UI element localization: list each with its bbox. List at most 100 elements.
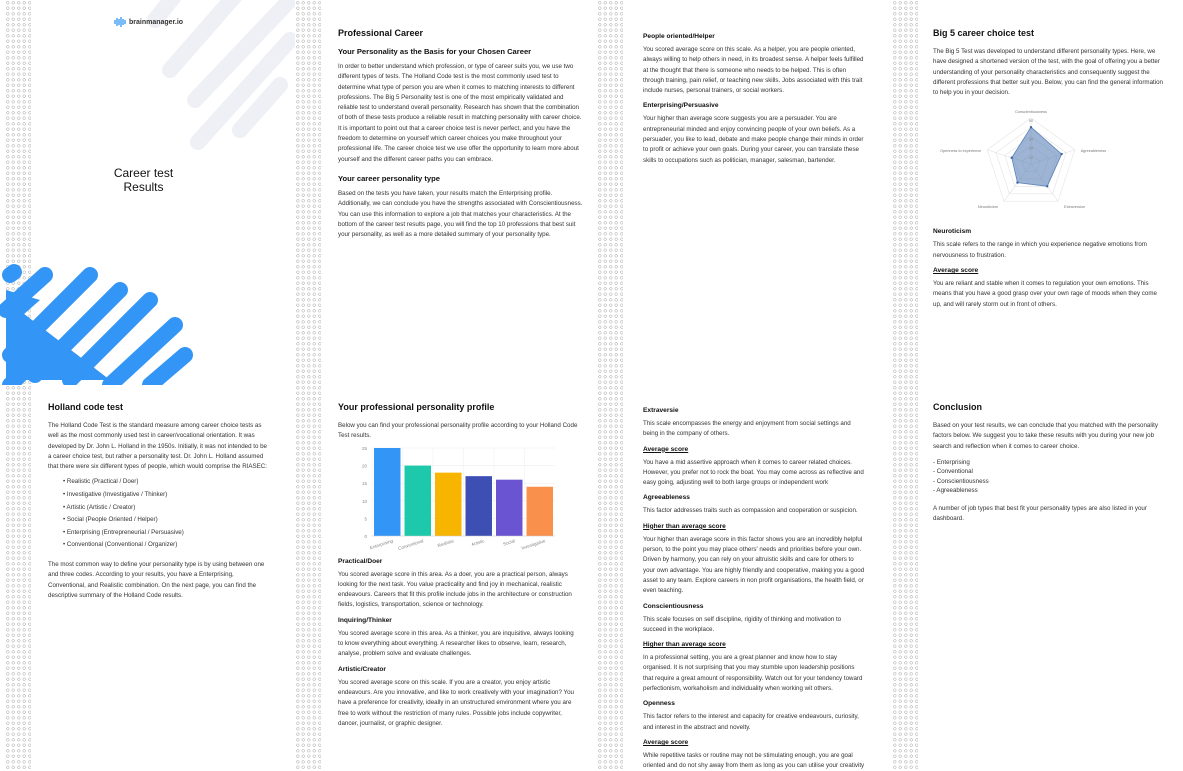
brain-logo-icon bbox=[114, 17, 126, 27]
y-tick-label: 5 bbox=[364, 516, 367, 521]
y-tick-label: 20 bbox=[362, 463, 368, 468]
x-tick-label: Investigative bbox=[521, 538, 547, 551]
score-heading: Average score bbox=[933, 267, 979, 275]
section-heading: Your career personality type bbox=[338, 173, 440, 183]
radar-point bbox=[1010, 157, 1013, 160]
bar-artistic bbox=[465, 475, 492, 536]
profile-page: Your professional personality profile Be… bbox=[295, 385, 592, 771]
paragraph: This factor addresses traits such as com… bbox=[643, 507, 858, 515]
score-heading: Higher than average score bbox=[643, 522, 726, 530]
paragraph: You scored average score on this scale. … bbox=[338, 678, 574, 727]
list-item: - Agreeableness bbox=[933, 487, 978, 495]
section-heading: Artistic/Creator bbox=[338, 665, 387, 673]
section-heading: Openness bbox=[643, 700, 675, 708]
decorative-blue-stripes bbox=[0, 264, 196, 385]
section-heading: Practical/Doer bbox=[338, 557, 383, 565]
y-tick-label: 10 bbox=[362, 498, 368, 503]
section-heading: Neuroticism bbox=[933, 228, 972, 236]
riasec-list: • Realistic (Practical / Doer) • Investi… bbox=[63, 476, 270, 552]
paragraph: Your higher than average score in this f… bbox=[643, 535, 865, 595]
score-heading: Higher than average score bbox=[643, 641, 726, 649]
radar-area bbox=[1011, 127, 1063, 188]
list-item: - Conventional bbox=[933, 468, 973, 476]
x-tick-label: Artistic bbox=[471, 538, 486, 547]
paragraph: Based on your test results, we can concl… bbox=[933, 422, 1158, 450]
paragraph: In a professional setting, you are a gre… bbox=[643, 654, 863, 693]
brand-logo: brainmanager.io bbox=[114, 17, 183, 27]
cover-page: brainmanager.io Career test Results bbox=[0, 0, 295, 385]
paragraph: Based on the tests you have taken, your … bbox=[338, 189, 583, 239]
y-tick-label: 15 bbox=[362, 481, 368, 486]
radar-point bbox=[1060, 153, 1063, 156]
list-item: • Enterprising (Entrepreneurial / Persua… bbox=[63, 528, 184, 536]
paragraph: This scale refers to the range in which … bbox=[933, 241, 1147, 259]
x-tick-label: Realistic bbox=[437, 538, 455, 548]
paragraph: This factor refers to the interest and c… bbox=[643, 713, 859, 731]
dot-pattern bbox=[597, 385, 623, 771]
x-tick-label: Conventional bbox=[398, 538, 425, 551]
helper-page: People oriented/Helper You scored averag… bbox=[592, 0, 888, 385]
cover-title-line1: Career test bbox=[113, 166, 174, 180]
r-tick-label: 30 bbox=[1029, 137, 1034, 142]
decorative-gray-stripes bbox=[147, 0, 295, 150]
list-item: - Enterprising bbox=[933, 458, 970, 466]
paragraph: The Holland Code Test is the standard me… bbox=[48, 422, 267, 471]
cover-title-line2: Results bbox=[123, 180, 164, 194]
r-tick-label: 20 bbox=[1029, 146, 1034, 151]
bar-realistic bbox=[435, 472, 462, 536]
section-heading: Your Personality as the Basis for your C… bbox=[338, 47, 532, 56]
paragraph: You are reliant and stable when it comes… bbox=[933, 280, 1157, 308]
paragraph: A number of job types that best fit your… bbox=[933, 504, 1147, 523]
y-tick-label: 25 bbox=[362, 446, 368, 451]
section-heading: Extraversie bbox=[643, 407, 679, 414]
bar-social bbox=[496, 479, 523, 536]
section-title: Your professional personality profile bbox=[338, 402, 495, 412]
paragraph: In order to better understand which prof… bbox=[338, 63, 582, 163]
axis-label: Neuroticism bbox=[978, 206, 998, 210]
paragraph: While repetitive tasks or routine may no… bbox=[643, 751, 865, 770]
section-title: Conclusion bbox=[933, 402, 982, 412]
axis-label: Extraversion bbox=[1064, 206, 1085, 210]
paragraph: You scored average score on this scale. … bbox=[643, 46, 864, 95]
paragraph: You have a mid assertive approach when i… bbox=[643, 458, 864, 487]
axis-label: Openness to experience bbox=[940, 149, 981, 153]
paragraph: Your higher than average score suggests … bbox=[643, 115, 864, 164]
paragraph: You scored average score in this area. A… bbox=[338, 570, 572, 609]
paragraph: Below you can find your professional per… bbox=[338, 422, 578, 440]
section-title: Big 5 career choice test bbox=[933, 28, 1035, 38]
conclusion-page: Conclusion Based on your test results, w… bbox=[888, 385, 1183, 771]
score-heading: Average score bbox=[643, 445, 689, 453]
list-item: • Realistic (Practical / Doer) bbox=[63, 478, 139, 486]
paragraph: You scored average score in this area. A… bbox=[338, 629, 574, 658]
holland-bar-chart: 0 5 10 15 20 25 Enterprising Conventional Realis… bbox=[362, 446, 555, 551]
section-heading: Conscientiousness bbox=[643, 602, 704, 610]
section-heading: Enterprising/Persuasive bbox=[643, 102, 719, 110]
r-tick-label: 50 bbox=[1029, 118, 1034, 123]
dot-pattern bbox=[295, 0, 321, 385]
section-title: Holland code test bbox=[48, 402, 124, 412]
list-item: • Investigative (Investigative / Thinker… bbox=[63, 491, 168, 499]
list-item: • Conventional (Conventional / Organizer… bbox=[63, 541, 178, 549]
paragraph: This scale encompasses the energy and en… bbox=[643, 420, 851, 438]
y-tick-label: 0 bbox=[364, 534, 367, 539]
x-tick-label: Social bbox=[502, 538, 515, 547]
paragraph: This scale focuses on self discipline, r… bbox=[643, 615, 842, 633]
section-heading: People oriented/Helper bbox=[643, 33, 715, 40]
radar-ring bbox=[995, 127, 1067, 195]
paragraph: The Big 5 Test was developed to understa… bbox=[933, 48, 1163, 97]
list-item: • Social (People Oriented / Helper) bbox=[63, 516, 158, 524]
dot-pattern bbox=[892, 0, 918, 385]
professional-career-page: Professional Career Your Personality as … bbox=[295, 0, 592, 385]
dot-pattern bbox=[892, 385, 918, 771]
bar-enterprising bbox=[374, 447, 401, 536]
list-item: • Artistic (Artistic / Creator) bbox=[63, 503, 136, 511]
bar-investigative bbox=[526, 486, 553, 536]
big5-page: Big 5 career choice test The Big 5 Test … bbox=[888, 0, 1183, 385]
factor-list: - Enterprising - Conventional - Conscien… bbox=[933, 458, 1163, 496]
axis-label: Conscientiousness bbox=[1015, 110, 1047, 114]
r-tick-label: 10 bbox=[1029, 155, 1034, 160]
paragraph: The most common way to define your perso… bbox=[48, 561, 265, 599]
radar-point bbox=[1046, 185, 1049, 189]
radar-point bbox=[1016, 181, 1019, 185]
dot-pattern bbox=[597, 0, 623, 385]
